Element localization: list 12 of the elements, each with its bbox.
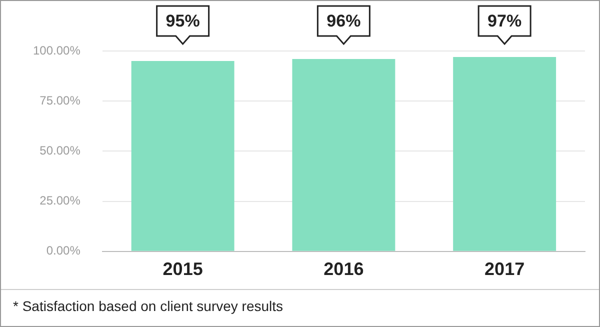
data-label: 96% bbox=[326, 12, 361, 31]
y-tick-label: 0.00% bbox=[46, 244, 81, 258]
y-tick-label: 75.00% bbox=[40, 93, 81, 108]
data-label: 95% bbox=[166, 12, 200, 31]
x-tick-label: 2017 bbox=[484, 259, 525, 280]
x-tick-label: 2015 bbox=[162, 259, 203, 280]
y-tick-label: 25.00% bbox=[40, 194, 81, 208]
text: * Satisfaction based on client survey results bbox=[13, 298, 284, 314]
data-label: 97% bbox=[488, 12, 522, 31]
x-tick-label: 2016 bbox=[324, 259, 364, 280]
y-tick-label: 100.00% bbox=[33, 43, 81, 58]
y-tick-label: 50.00% bbox=[40, 144, 81, 158]
